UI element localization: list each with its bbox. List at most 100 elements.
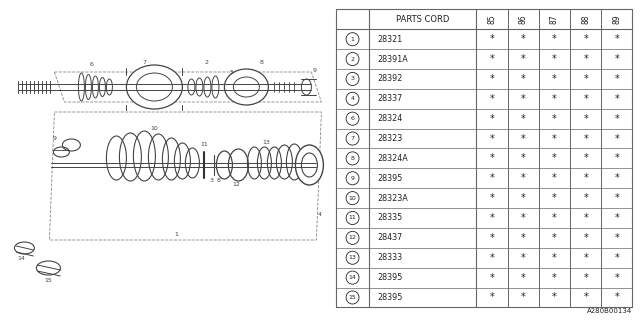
Text: 89: 89 [612, 14, 621, 24]
Text: *: * [521, 34, 525, 44]
Text: PARTS CORD: PARTS CORD [396, 15, 449, 24]
Text: *: * [490, 193, 495, 203]
Text: *: * [614, 34, 620, 44]
Text: A280B00134: A280B00134 [588, 308, 632, 314]
Text: 28337: 28337 [377, 94, 403, 103]
Text: *: * [521, 133, 525, 144]
Text: 10: 10 [150, 125, 158, 131]
Text: *: * [490, 54, 495, 64]
Text: 7: 7 [143, 60, 147, 65]
Text: *: * [614, 153, 620, 164]
Text: *: * [521, 94, 525, 104]
Text: *: * [490, 233, 495, 243]
Text: *: * [614, 273, 620, 283]
Text: *: * [521, 253, 525, 263]
Text: *: * [552, 114, 557, 124]
Ellipse shape [225, 69, 268, 105]
Text: 6: 6 [351, 116, 355, 121]
Text: *: * [521, 292, 525, 302]
Text: *: * [583, 292, 588, 302]
Text: *: * [583, 114, 588, 124]
Text: *: * [490, 292, 495, 302]
Text: *: * [552, 253, 557, 263]
Text: *: * [490, 273, 495, 283]
Text: 9: 9 [351, 176, 355, 181]
Text: 28333: 28333 [377, 253, 402, 262]
Text: *: * [552, 74, 557, 84]
Text: *: * [583, 213, 588, 223]
Text: 2: 2 [204, 60, 209, 65]
Text: 1: 1 [351, 37, 355, 42]
Ellipse shape [296, 145, 323, 185]
Text: *: * [490, 133, 495, 144]
Text: 11: 11 [349, 215, 356, 220]
Text: 6: 6 [90, 61, 93, 67]
Text: 5: 5 [230, 69, 234, 75]
Text: *: * [521, 74, 525, 84]
Text: *: * [583, 74, 588, 84]
Text: *: * [490, 253, 495, 263]
Text: 28395: 28395 [377, 174, 403, 183]
Text: 9: 9 [312, 68, 316, 73]
Text: 28392: 28392 [377, 75, 403, 84]
Text: *: * [614, 253, 620, 263]
Text: *: * [583, 253, 588, 263]
Text: 14: 14 [349, 275, 356, 280]
Text: *: * [583, 273, 588, 283]
Text: *: * [521, 233, 525, 243]
Text: *: * [521, 213, 525, 223]
Ellipse shape [301, 79, 312, 95]
Text: *: * [552, 273, 557, 283]
Text: 3: 3 [209, 178, 213, 182]
Text: *: * [490, 173, 495, 183]
Text: 85: 85 [488, 14, 497, 24]
Text: *: * [583, 233, 588, 243]
Text: 28321: 28321 [377, 35, 403, 44]
Text: *: * [583, 94, 588, 104]
Text: 10: 10 [349, 196, 356, 201]
Text: 3: 3 [351, 76, 355, 81]
Text: *: * [614, 133, 620, 144]
Text: 9: 9 [52, 135, 56, 140]
Text: 8: 8 [216, 178, 220, 182]
Text: *: * [614, 292, 620, 302]
Text: *: * [521, 273, 525, 283]
Text: *: * [490, 74, 495, 84]
Text: *: * [552, 292, 557, 302]
Text: *: * [583, 193, 588, 203]
Text: 12: 12 [232, 181, 241, 187]
Text: 15: 15 [45, 277, 52, 283]
Text: *: * [583, 34, 588, 44]
Text: 28323A: 28323A [377, 194, 408, 203]
Text: *: * [583, 153, 588, 164]
Text: *: * [614, 193, 620, 203]
Text: *: * [552, 153, 557, 164]
Text: *: * [521, 173, 525, 183]
Text: *: * [614, 233, 620, 243]
Text: *: * [521, 114, 525, 124]
Text: *: * [614, 173, 620, 183]
Text: *: * [521, 193, 525, 203]
Text: *: * [490, 94, 495, 104]
Ellipse shape [127, 65, 182, 109]
Text: 28324: 28324 [377, 114, 403, 123]
Text: *: * [552, 173, 557, 183]
Text: *: * [490, 34, 495, 44]
Text: 28395: 28395 [377, 273, 403, 282]
Text: *: * [490, 153, 495, 164]
Text: 13: 13 [349, 255, 356, 260]
Text: *: * [583, 54, 588, 64]
Text: 28437: 28437 [377, 233, 403, 242]
Text: 28391A: 28391A [377, 55, 408, 64]
Text: 87: 87 [550, 14, 559, 24]
Text: *: * [552, 133, 557, 144]
Text: *: * [583, 133, 588, 144]
Text: 8: 8 [351, 156, 355, 161]
Text: *: * [614, 213, 620, 223]
Text: *: * [614, 94, 620, 104]
Text: 11: 11 [200, 142, 208, 148]
Text: *: * [552, 94, 557, 104]
Text: *: * [552, 233, 557, 243]
Text: 4: 4 [317, 212, 321, 218]
Text: 28335: 28335 [377, 213, 403, 222]
